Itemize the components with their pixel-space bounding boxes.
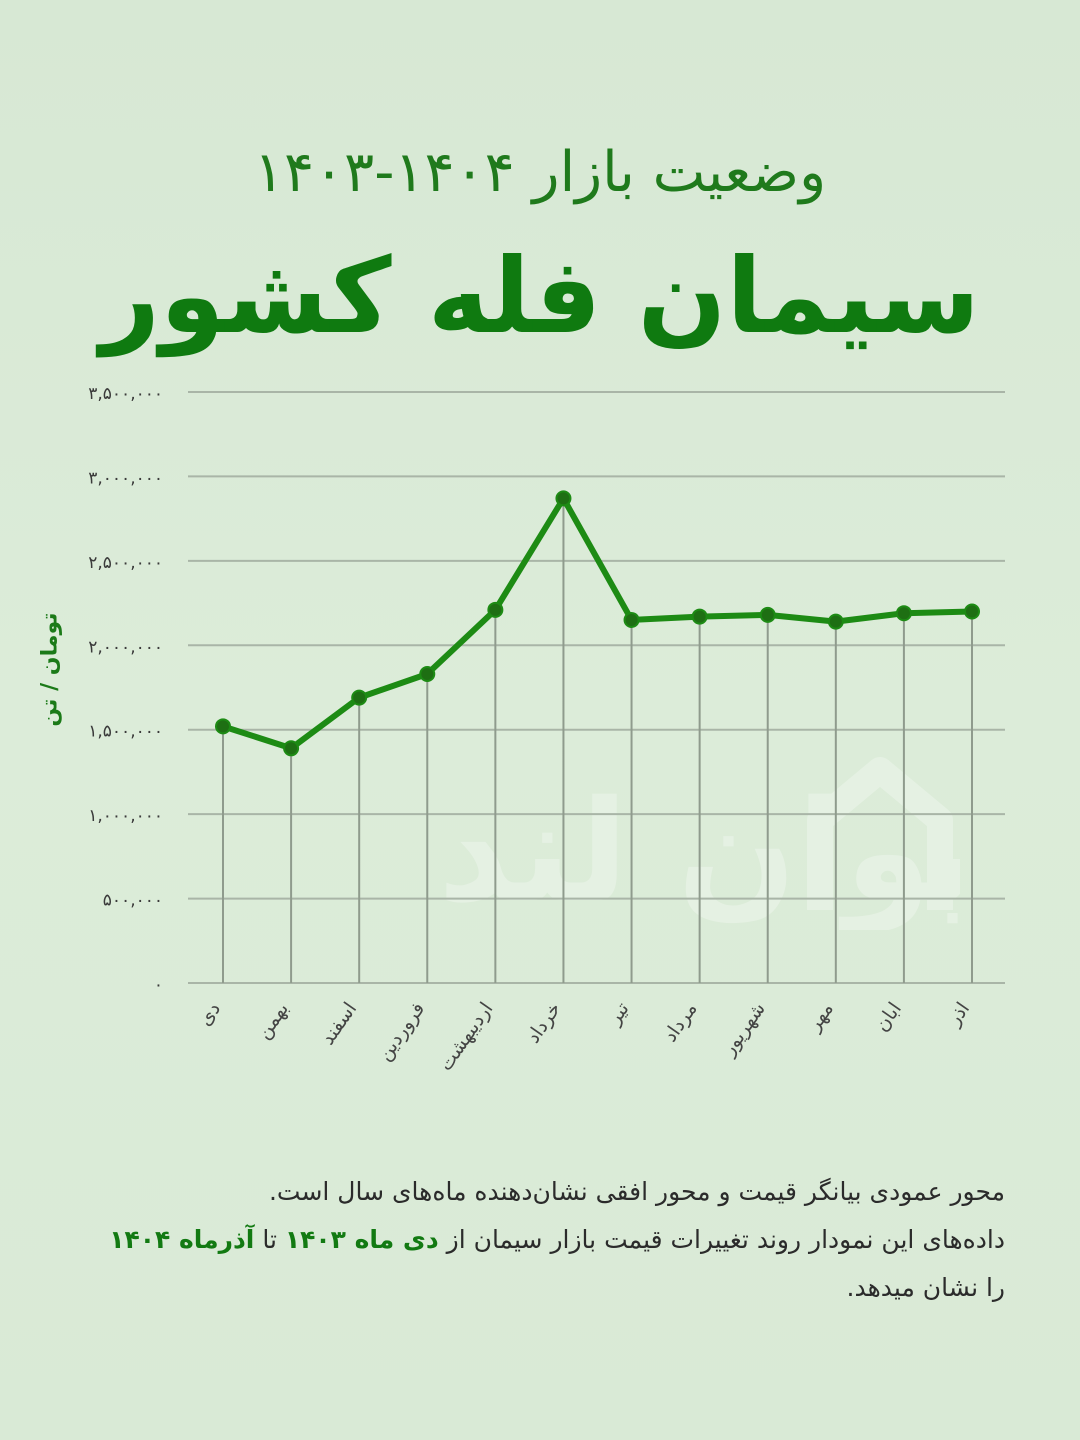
data-point — [759, 606, 776, 623]
x-tick-label: مهر — [802, 998, 837, 1036]
description-text-c: تا — [254, 1225, 285, 1254]
description-text-a: داده‌های این نمودار روند تغییرات قیمت با… — [438, 1225, 1005, 1254]
description: محور عمودی بیانگر قیمت و محور افقی نشان‌… — [55, 1168, 1005, 1312]
house-icon — [807, 757, 953, 910]
x-tick-label: اسفند — [317, 998, 362, 1049]
grid-lines — [188, 391, 1005, 984]
x-tick-labels: دی بهمن اسفند فروردین اردیبهشت خرداد تیر مرداد ش… — [194, 998, 974, 1075]
data-point — [623, 611, 640, 628]
y-axis-label: تومان / تن — [37, 612, 63, 727]
y-tick-label: ۰ — [154, 975, 163, 995]
x-tick-label: شهریور — [717, 998, 770, 1060]
data-point — [351, 689, 368, 706]
description-line-2: داده‌های این نمودار روند تغییرات قیمت با… — [55, 1216, 1005, 1264]
description-start-date: دی ماه ۱۴۰۳ — [284, 1225, 439, 1254]
description-end-date: آذرماه ۱۴۰۴ — [109, 1225, 255, 1254]
x-tick-label: بهمن — [253, 998, 294, 1043]
data-point — [555, 490, 572, 507]
y-tick-label: ۵۰۰,۰۰۰ — [103, 891, 163, 911]
x-tick-label: اردیبهشت — [435, 998, 498, 1075]
x-tick-label: دی — [194, 998, 225, 1030]
data-point — [827, 613, 844, 630]
y-tick-label: ۲,۵۰۰,۰۰۰ — [88, 553, 163, 573]
data-point — [419, 665, 436, 682]
description-line-1: محور عمودی بیانگر قیمت و محور افقی نشان‌… — [268, 1177, 1005, 1206]
series-line-path — [220, 495, 975, 752]
data-point — [964, 603, 980, 620]
y-tick-labels: ۰ ۵۰۰,۰۰۰ ۱,۰۰۰,۰۰۰ ۱,۵۰۰,۰۰۰ ۲,۰۰۰,۰۰۰ ۲,۵۰۰… — [88, 384, 163, 995]
x-tick-label: ابان — [871, 998, 906, 1035]
data-point — [691, 608, 708, 625]
y-tick-label: ۱,۰۰۰,۰۰۰ — [88, 806, 163, 826]
line-chart: ۰ ۵۰۰,۰۰۰ ۱,۰۰۰,۰۰۰ ۱,۵۰۰,۰۰۰ ۲,۰۰۰,۰۰۰ ۲,۵۰۰… — [88, 384, 1005, 1075]
series-line — [220, 495, 975, 752]
x-tick-label: مرداد — [659, 998, 702, 1046]
data-point — [487, 601, 504, 618]
description-line-3: را نشان میدهد. — [846, 1273, 1005, 1302]
chart-subtitle: وضعیت بازار ۱۴۰۴-۱۴۰۳ — [253, 140, 827, 205]
data-point — [283, 740, 300, 757]
drop-lines — [222, 498, 973, 983]
y-tick-label: ۱,۵۰۰,۰۰۰ — [88, 722, 163, 742]
x-tick-label: خرداد — [522, 998, 566, 1047]
data-point — [215, 718, 231, 735]
x-tick-label: تیر — [603, 998, 634, 1029]
y-tick-label: ۲,۰۰۰,۰۰۰ — [88, 637, 163, 657]
chart-title: سیمان فله کشور — [100, 235, 980, 357]
y-tick-label: ۳,۵۰۰,۰۰۰ — [88, 384, 163, 404]
series-markers — [215, 490, 980, 757]
data-point — [895, 605, 912, 622]
x-tick-label: فروردین — [373, 998, 429, 1065]
x-tick-label: اذر — [942, 998, 974, 1030]
y-tick-label: ۳,۰۰۰,۰۰۰ — [88, 468, 163, 488]
